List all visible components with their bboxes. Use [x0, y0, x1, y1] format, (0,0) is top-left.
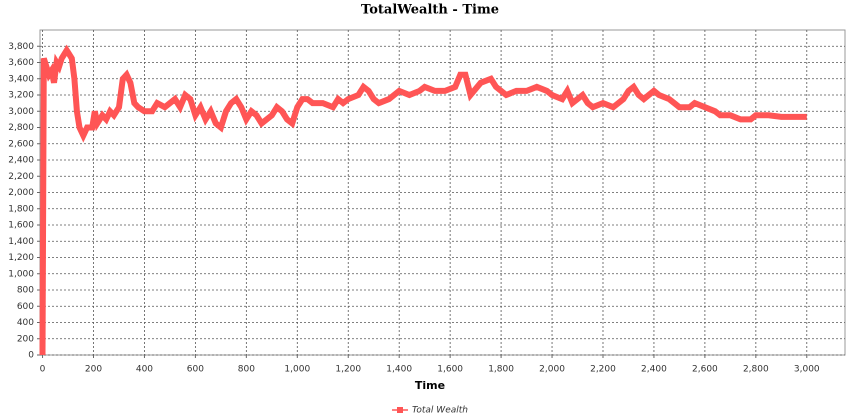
x-tick-label: 3,000 [794, 365, 820, 375]
y-tick-label: 2,800 [8, 123, 34, 133]
x-tick-label: 2,600 [692, 365, 718, 375]
y-tick-label: 2,600 [8, 139, 34, 149]
y-tick-label: 3,200 [8, 91, 34, 101]
x-tick-label: 2,200 [590, 365, 616, 375]
y-tick-label: 3,800 [8, 42, 34, 52]
x-tick-label: 800 [238, 365, 255, 375]
y-tick-label: 3,600 [8, 58, 34, 68]
y-tick-label: 1,800 [8, 204, 34, 214]
chart-title: TotalWealth - Time [361, 3, 499, 18]
legend-swatch [397, 407, 403, 413]
plot-area [39, 29, 846, 356]
legend-label: Total Wealth [412, 406, 468, 416]
y-tick-label: 800 [17, 286, 34, 296]
y-tick-label: 3,000 [8, 107, 34, 117]
x-tick-label: 1,200 [335, 365, 361, 375]
y-tick-label: 2,000 [8, 188, 34, 198]
x-tick-label: 1,600 [437, 365, 463, 375]
x-tick-label: 200 [85, 365, 102, 375]
x-tick-label: 2,000 [539, 365, 565, 375]
x-tick-label: 600 [187, 365, 204, 375]
y-tick-label: 2,400 [8, 156, 34, 166]
y-tick-label: 1,000 [8, 269, 34, 279]
y-tick-label: 0 [28, 351, 34, 361]
x-tick-label: 2,400 [641, 365, 667, 375]
y-tick-label: 1,200 [8, 253, 34, 263]
y-tick-label: 2,200 [8, 172, 34, 182]
x-tick-label: 2,800 [743, 365, 769, 375]
x-tick-label: 0 [40, 365, 46, 375]
x-axis-label: Time [415, 379, 445, 392]
y-tick-label: 200 [17, 334, 34, 344]
x-tick-label: 1,800 [488, 365, 514, 375]
x-tick-label: 1,400 [386, 365, 412, 375]
y-tick-label: 3,400 [8, 74, 34, 84]
y-tick-label: 1,400 [8, 237, 34, 247]
y-tick-label: 1,600 [8, 221, 34, 231]
x-tick-label: 1,000 [284, 365, 310, 375]
series-line [39, 44, 807, 356]
y-tick-label: 400 [17, 318, 34, 328]
y-tick-label: 600 [17, 302, 34, 312]
x-tick-label: 400 [136, 365, 153, 375]
